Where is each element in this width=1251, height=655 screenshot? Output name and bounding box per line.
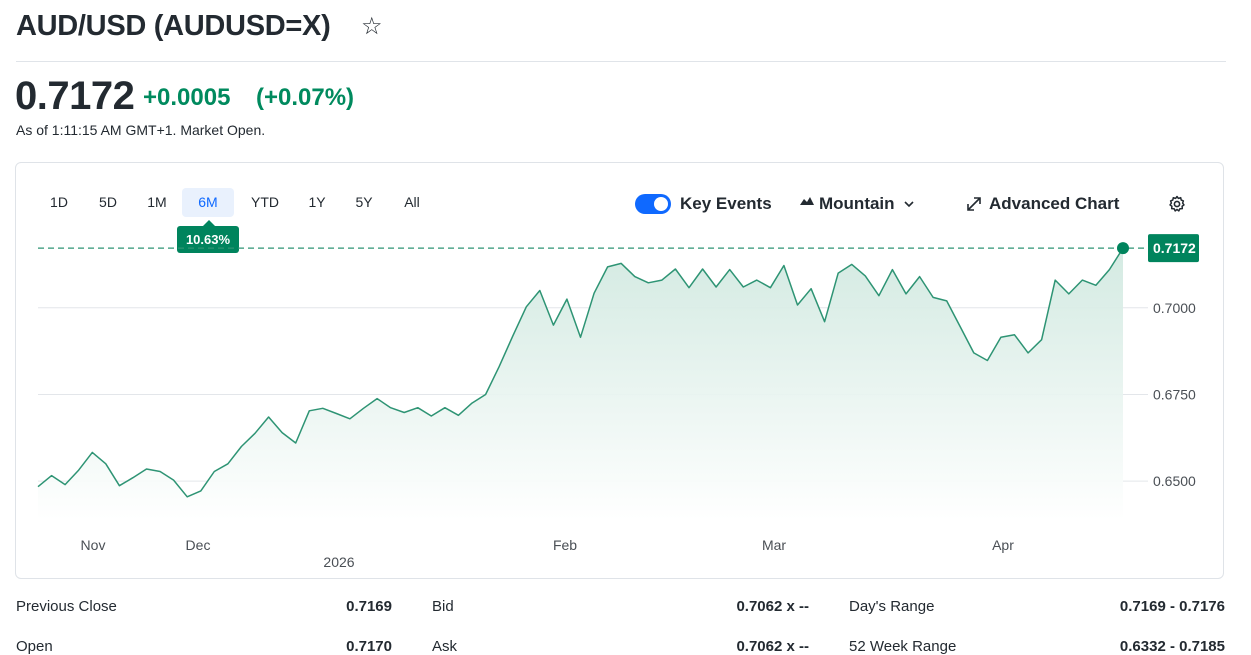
- range-all-button[interactable]: All: [404, 194, 420, 210]
- expand-icon[interactable]: [966, 196, 982, 217]
- advanced-chart-button[interactable]: Advanced Chart: [989, 194, 1120, 213]
- stats-ask-value: 0.7062 x --: [736, 638, 809, 655]
- range-5y-button[interactable]: 5Y: [355, 194, 373, 210]
- range-1d-button[interactable]: 1D: [50, 194, 68, 210]
- stats-open-label: Open: [16, 638, 53, 655]
- stats-bid-value: 0.7062 x --: [736, 598, 809, 615]
- mountain-icon: [799, 193, 815, 213]
- range-1y-button[interactable]: 1Y: [308, 194, 326, 210]
- stats-previous-close-label: Previous Close: [16, 598, 117, 615]
- gear-icon[interactable]: [1168, 195, 1186, 218]
- chart-type-dropdown[interactable]: Mountain: [819, 194, 895, 213]
- stats-bid-label: Bid: [432, 598, 454, 615]
- chart-card: [15, 162, 1224, 579]
- price-change: +0.0005: [143, 84, 231, 111]
- header-divider: [16, 61, 1226, 62]
- watchlist-star-icon[interactable]: ☆: [361, 13, 383, 40]
- stats-previous-close-value: 0.7169: [346, 598, 392, 615]
- performance-badge: 10.63%: [177, 220, 239, 253]
- stats-ask-label: Ask: [432, 638, 458, 655]
- toggle-knob: [654, 197, 668, 211]
- range-1m-button[interactable]: 1M: [147, 194, 167, 210]
- range-5d-button[interactable]: 5D: [99, 194, 117, 210]
- stats-days-range-label: Day's Range: [849, 598, 935, 615]
- chevron-down-icon[interactable]: [903, 195, 915, 215]
- stats-days-range-value: 0.7169 - 0.7176: [1119, 598, 1225, 615]
- range-6m-button[interactable]: 6M: [182, 188, 234, 217]
- page-title: AUD/USD (AUDUSD=X): [16, 10, 331, 42]
- range-ytd-button[interactable]: YTD: [251, 194, 279, 210]
- stats-52-week-range-label: 52 Week Range: [849, 638, 957, 655]
- key-events-label[interactable]: Key Events: [680, 194, 772, 213]
- stats-52-week-range-value: 0.6332 - 0.7185: [1119, 638, 1225, 655]
- key-events-toggle[interactable]: [635, 194, 671, 214]
- stats-open-value: 0.7170: [346, 638, 392, 655]
- price-change-percent: (+0.07%): [256, 84, 355, 111]
- market-timestamp: As of 1:11:15 AM GMT+1. Market Open.: [16, 122, 266, 138]
- current-price: 0.7172: [15, 74, 135, 118]
